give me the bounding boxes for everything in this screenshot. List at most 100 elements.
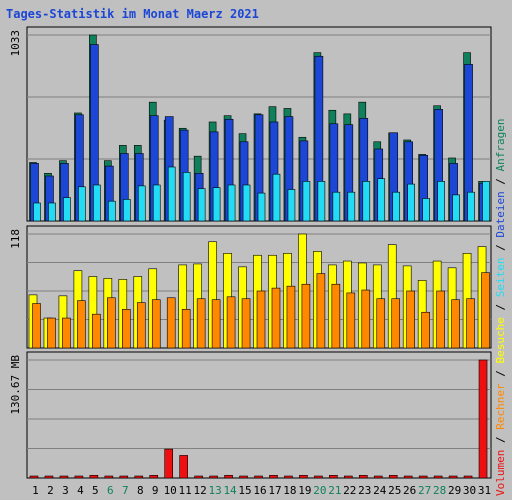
bar-volumen-day-1 <box>29 475 39 479</box>
x-tick-label-day-5: 5 <box>92 484 99 497</box>
bar-rechner-day-27 <box>421 311 430 349</box>
bar-volumen-day-20 <box>314 475 323 479</box>
bar-rechner-day-3 <box>62 317 71 349</box>
bar-seiten-day-5 <box>93 184 101 222</box>
bar-volumen-day-17 <box>269 474 278 479</box>
x-tick-label-day-14: 14 <box>223 484 237 497</box>
bar-rechner-day-20 <box>316 273 326 349</box>
bar-rechner-day-9 <box>151 299 161 349</box>
x-tick-label-day-12: 12 <box>194 484 207 497</box>
right-legend: Volumen / Rechner / Besuche / Seiten / D… <box>494 118 507 496</box>
x-tick-label-day-20: 20 <box>313 484 326 497</box>
bar-volumen-day-8 <box>134 475 144 479</box>
bar-rechner-day-19 <box>301 283 311 349</box>
legend-entry-dateien: Dateien <box>494 191 507 237</box>
legend-entry-rechner: Rechner <box>494 383 507 430</box>
y-max-label-3: 130.67 MB <box>9 355 22 415</box>
x-tick-label-day-22: 22 <box>343 484 356 497</box>
x-tick-label-day-15: 15 <box>238 484 251 497</box>
bar-seiten-day-11 <box>182 172 191 222</box>
bar-volumen-day-28 <box>433 475 443 479</box>
legend-separator: / <box>494 297 507 317</box>
x-tick-label-day-7: 7 <box>122 484 129 497</box>
bar-rechner-day-7 <box>122 309 131 349</box>
bar-volumen-day-19 <box>299 474 308 479</box>
bar-seiten-day-31 <box>482 181 490 222</box>
x-tick-label-day-28: 28 <box>433 484 446 497</box>
bar-seiten-day-14 <box>227 184 236 222</box>
bar-volumen-day-26 <box>403 475 413 479</box>
x-tick-label-day-6: 6 <box>107 484 114 497</box>
bar-rechner-day-26 <box>406 290 415 349</box>
bar-rechner-day-13 <box>211 299 221 349</box>
bar-seiten-day-8 <box>137 185 146 222</box>
bar-volumen-day-22 <box>344 475 353 479</box>
x-tick-label-day-4: 4 <box>77 484 84 497</box>
bar-seiten-day-18 <box>287 189 296 222</box>
bar-volumen-day-3 <box>59 475 69 479</box>
legend-separator: / <box>494 171 507 191</box>
bar-seiten-day-24 <box>377 178 386 222</box>
bar-seiten-day-19 <box>302 181 311 222</box>
bar-rechner-day-1 <box>32 303 41 349</box>
bar-volumen-day-14 <box>224 474 233 479</box>
bar-volumen-day-16 <box>254 475 263 479</box>
x-tick-label-day-13: 13 <box>208 484 221 497</box>
bar-rechner-day-5 <box>92 313 101 349</box>
bar-seiten-day-15 <box>242 184 251 222</box>
x-tick-label-day-3: 3 <box>62 484 69 497</box>
bar-volumen-day-27 <box>418 475 428 479</box>
legend-separator: / <box>494 238 507 258</box>
bar-volumen-day-29 <box>448 475 458 479</box>
bar-volumen-day-4 <box>74 475 84 479</box>
bar-volumen-day-11 <box>179 455 188 479</box>
legend-entry-anfragen: Anfragen <box>494 118 507 171</box>
bar-seiten-day-23 <box>362 181 371 222</box>
legend-entry-volumen: Volumen <box>494 450 507 496</box>
x-tick-label-day-24: 24 <box>373 484 387 497</box>
bar-seiten-day-16 <box>257 192 266 222</box>
bar-rechner-day-30 <box>466 298 475 349</box>
x-tick-label-day-19: 19 <box>298 484 311 497</box>
legend-separator: / <box>494 364 507 384</box>
bar-seiten-day-2 <box>48 202 56 222</box>
bar-seiten-day-30 <box>467 191 475 222</box>
x-tick-label-day-1: 1 <box>32 484 39 497</box>
bar-rechner-day-12 <box>196 298 206 349</box>
panel-frame-3 <box>26 351 492 479</box>
bar-seiten-day-25 <box>392 191 401 222</box>
y-max-label-1: 1033 <box>9 30 22 57</box>
bar-rechner-day-22 <box>346 292 356 349</box>
bar-seiten-day-28 <box>437 181 445 222</box>
y-max-label-2: 118 <box>9 229 22 249</box>
bar-seiten-day-4 <box>78 186 86 222</box>
bar-volumen-day-6 <box>104 475 114 479</box>
x-tick-label-day-9: 9 <box>152 484 159 497</box>
bar-rechner-day-8 <box>136 302 146 349</box>
bar-volumen-day-30 <box>463 475 473 479</box>
bar-rechner-day-28 <box>436 290 445 349</box>
bar-rechner-day-2 <box>47 317 56 349</box>
bar-seiten-day-3 <box>63 197 71 222</box>
bar-seiten-day-26 <box>407 183 415 222</box>
bar-seiten-day-20 <box>317 181 326 222</box>
bar-rechner-day-11 <box>181 309 191 349</box>
x-tick-label-day-26: 26 <box>403 484 416 497</box>
bar-volumen-day-21 <box>329 474 338 479</box>
bar-volumen-day-13 <box>209 475 218 479</box>
x-tick-label-day-18: 18 <box>283 484 296 497</box>
x-tick-label-day-29: 29 <box>448 484 461 497</box>
bar-seiten-day-6 <box>108 200 116 222</box>
legend-entry-seiten: Seiten <box>494 258 507 298</box>
x-tick-label-day-21: 21 <box>328 484 341 497</box>
bar-rechner-day-10 <box>166 297 176 349</box>
bar-rechner-day-24 <box>376 298 386 349</box>
x-tick-label-day-16: 16 <box>253 484 266 497</box>
bar-rechner-day-14 <box>226 296 236 349</box>
bar-volumen-day-10 <box>164 448 174 479</box>
bar-seiten-day-29 <box>452 194 460 222</box>
bar-volumen-day-9 <box>149 474 159 479</box>
x-tick-label-day-30: 30 <box>463 484 476 497</box>
bar-volumen-day-24 <box>373 475 383 479</box>
